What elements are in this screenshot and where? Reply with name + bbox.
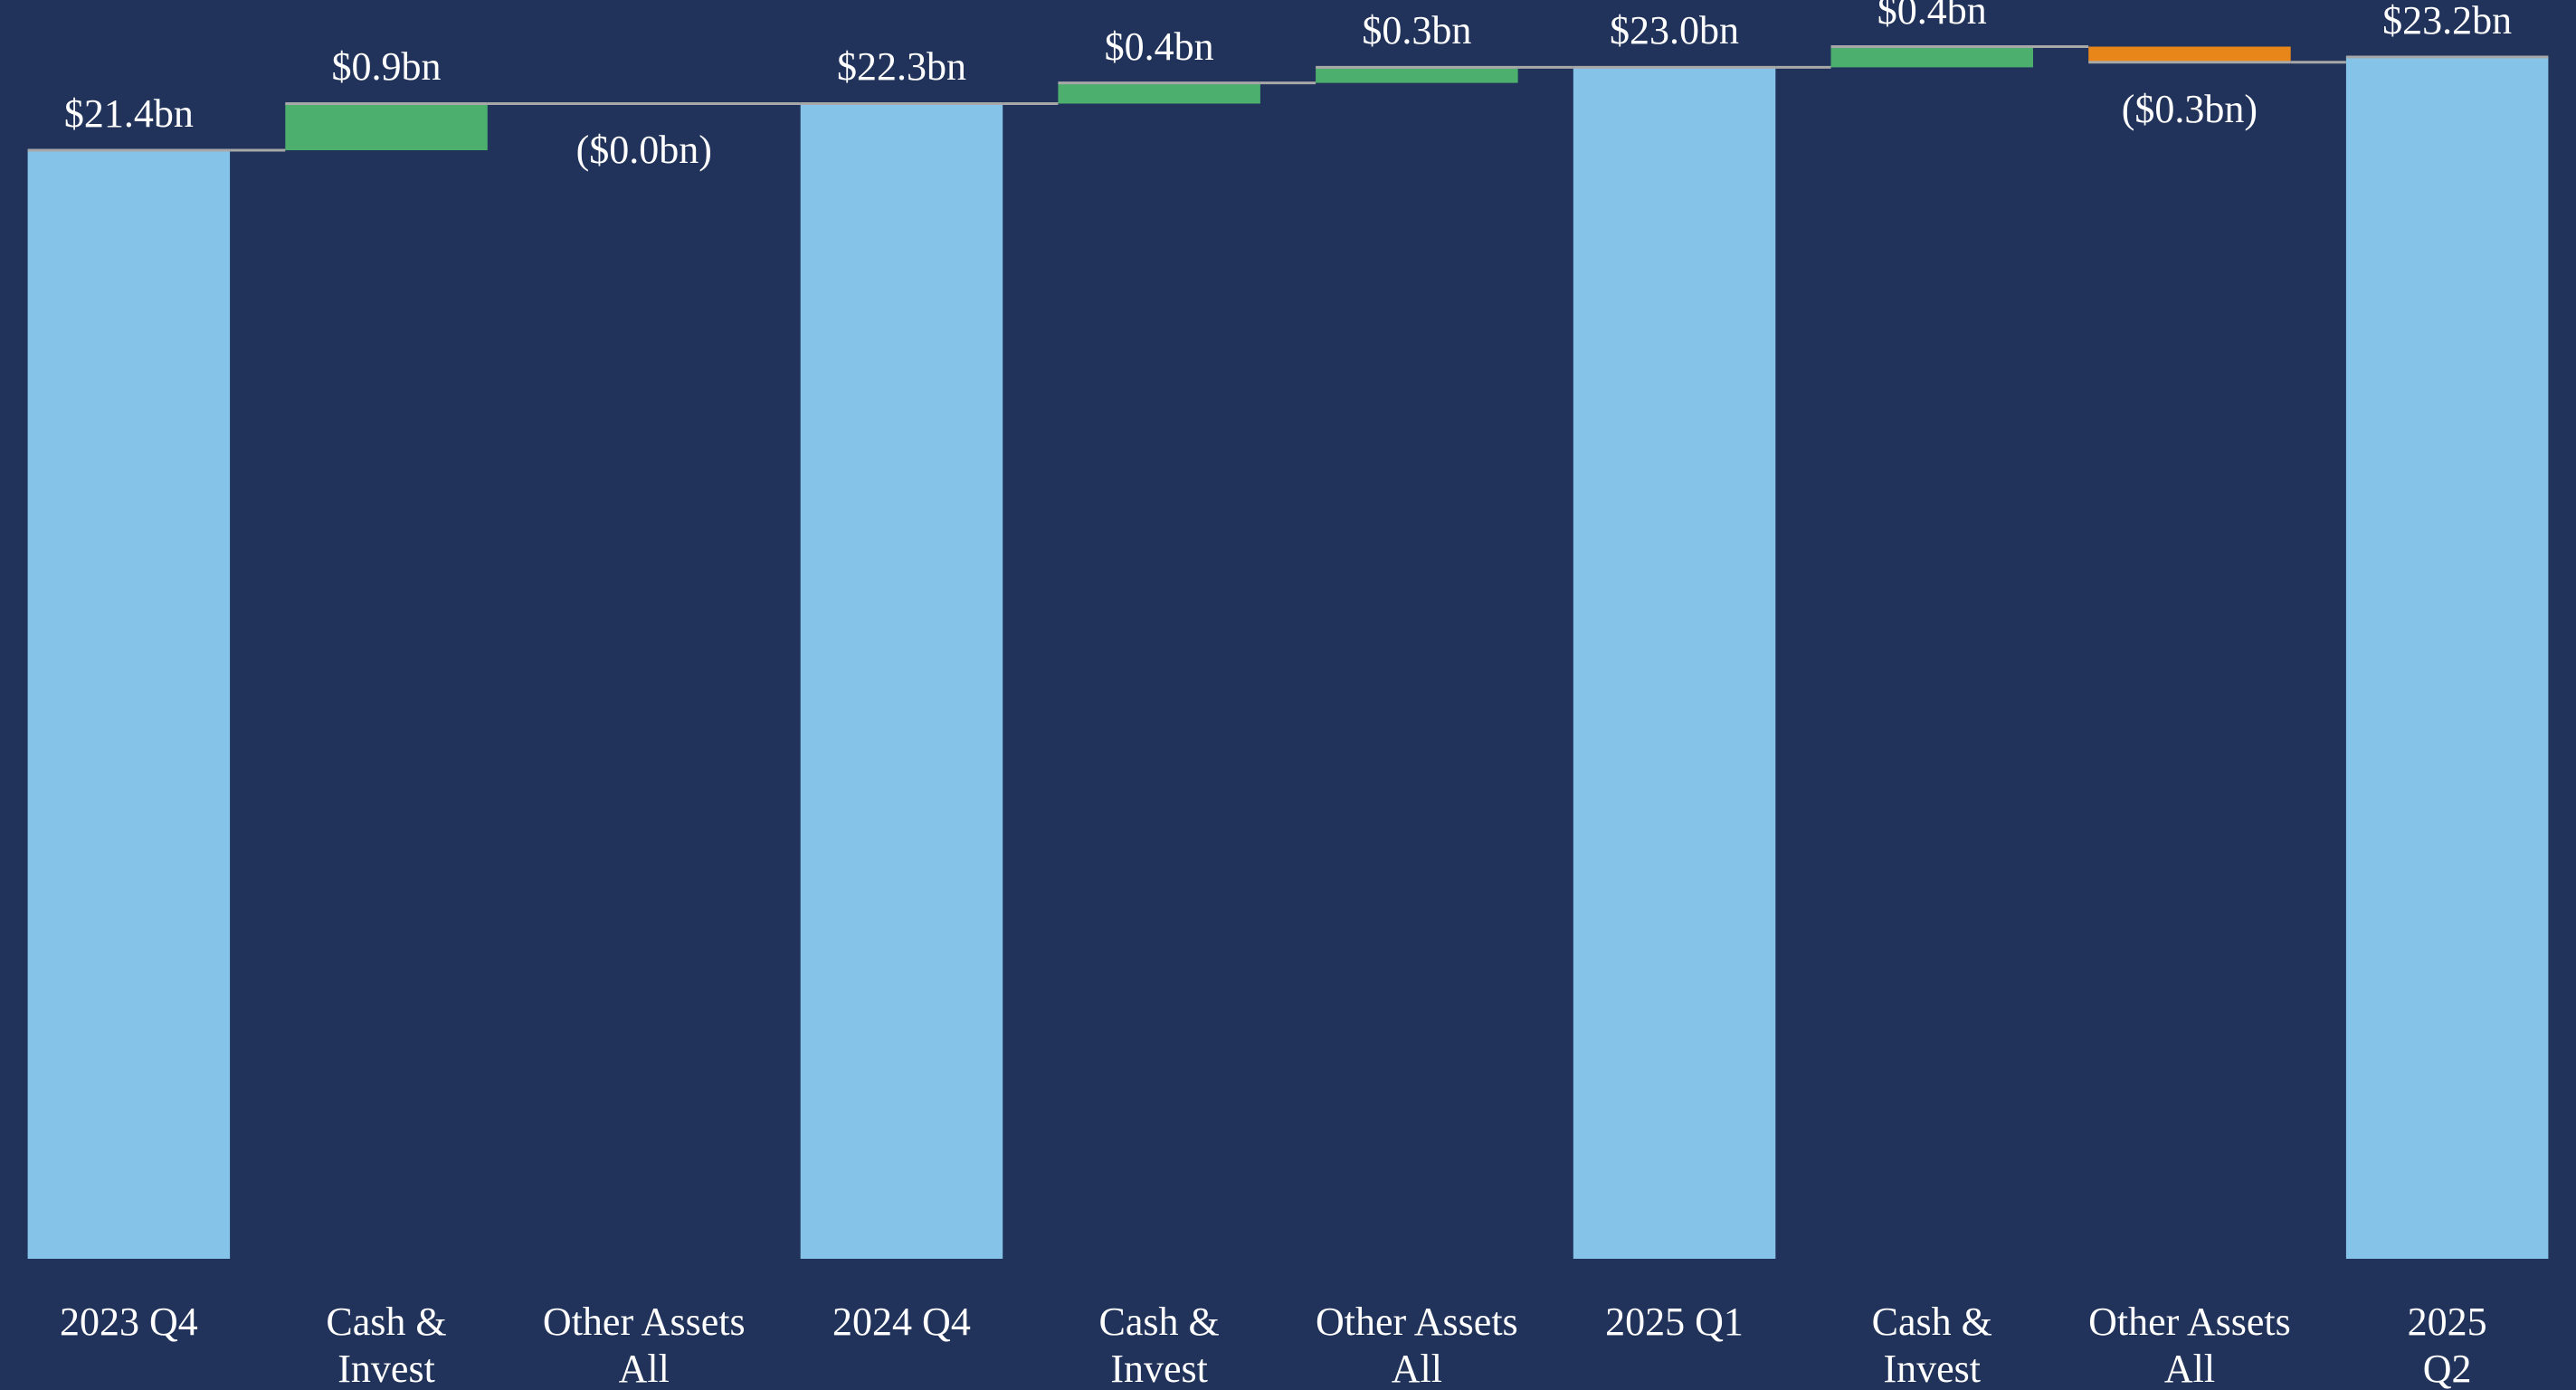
value-label: $0.4bn (1104, 24, 1214, 69)
value-label: $0.3bn (1362, 8, 1472, 53)
value-label: ($0.3bn) (2121, 86, 2258, 131)
x-tick-label: Other Assets All (542, 1300, 746, 1390)
value-label: ($0.0bn) (575, 128, 712, 173)
x-tick-label: Cash & Invest (1871, 1300, 1992, 1390)
x-tick-label: Other Assets All (2088, 1300, 2291, 1390)
bar (285, 103, 488, 151)
value-label: $0.4bn (1877, 0, 1987, 33)
x-tick-label: 2024 Q4 (832, 1300, 971, 1344)
bar (1316, 67, 1518, 83)
bar (2345, 56, 2549, 1260)
bar (1058, 82, 1260, 104)
bar (1830, 46, 2033, 68)
value-label: $0.9bn (331, 44, 442, 90)
bar (27, 150, 231, 1259)
value-label: $23.2bn (2382, 0, 2513, 43)
x-tick-label: Cash & Invest (326, 1300, 447, 1390)
bar (2088, 46, 2291, 62)
x-tick-label: 2025 Q1 (1605, 1300, 1744, 1344)
x-tick-label: Cash & Invest (1098, 1300, 1220, 1390)
value-label: $21.4bn (63, 91, 194, 136)
x-tick-label: 2025 Q2 (2407, 1300, 2487, 1390)
value-label: $23.0bn (1610, 8, 1740, 53)
bar (800, 103, 1003, 1259)
bar (1573, 67, 1776, 1259)
x-tick-label: 2023 Q4 (59, 1300, 198, 1344)
x-tick-label: Other Assets All (1316, 1300, 1518, 1390)
value-label: $22.3bn (836, 44, 966, 90)
